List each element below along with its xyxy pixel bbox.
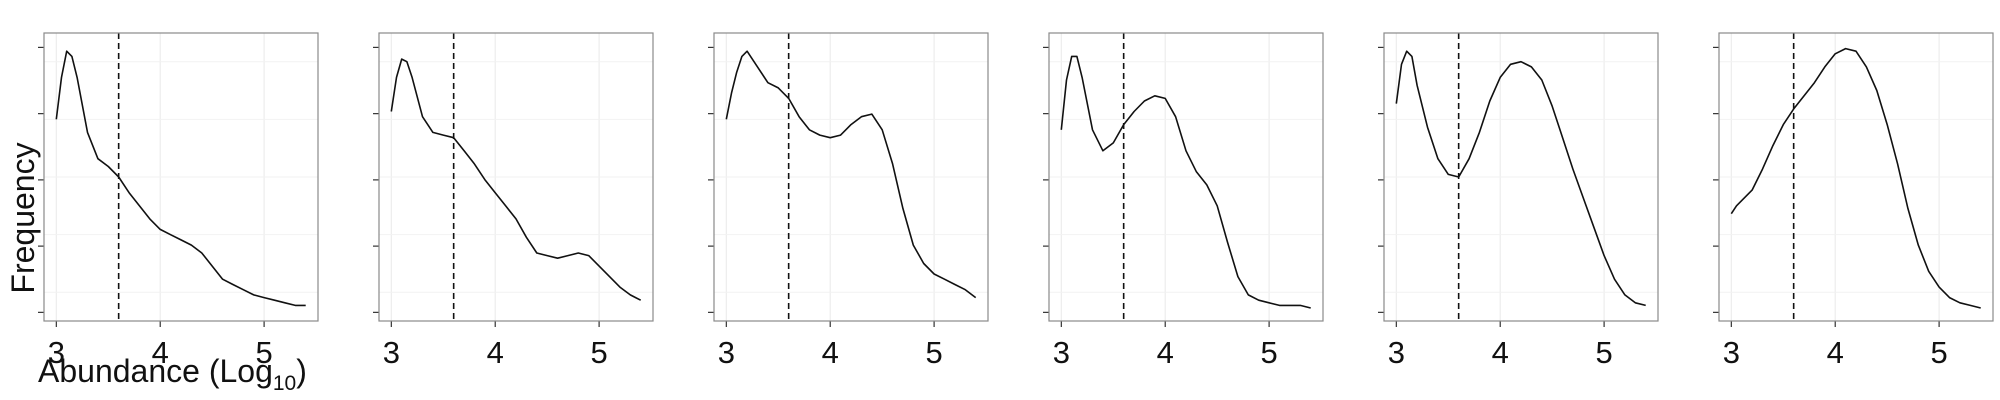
x-tick-label: 3 [48,335,65,370]
density-curve [390,58,642,301]
panel-border [1383,32,1659,322]
x-tick-label: 3 [718,335,735,370]
panels-group: 3 4 5 3 4 5 3 4 5 3 4 5 3 4 5 3 4 5 [38,32,1994,370]
x-tick-label: 5 [1930,335,1947,370]
x-tick-label: 5 [925,335,942,370]
panel-border [1718,32,1994,322]
panel-3: 3 4 5 [708,32,989,370]
density-curve [1395,50,1646,307]
panel-4: 3 4 5 [1043,32,1324,370]
panel-border [1048,32,1324,322]
panel-6: 3 4 5 [1713,32,1994,370]
y-axis-title: Frequency [5,142,41,293]
density-curve [1060,55,1311,309]
x-tick-label: 3 [1053,335,1070,370]
x-tick-label: 4 [1492,335,1509,370]
x-tick-label: 4 [1827,335,1844,370]
x-tick-label: 4 [487,335,504,370]
panel-5: 3 4 5 [1378,32,1659,370]
x-tick-label: 5 [590,335,607,370]
x-tick-label: 4 [152,335,169,370]
panel-2: 3 4 5 [373,32,654,370]
x-tick-label: 5 [1595,335,1612,370]
x-axis-title-main: Abundance (Log [38,353,273,389]
density-curve [55,50,306,307]
density-curve [725,50,977,299]
x-tick-label: 3 [1723,335,1740,370]
x-tick-label: 3 [383,335,400,370]
x-tick-label: 3 [1388,335,1405,370]
x-axis-title-suffix: ) [296,353,307,389]
x-axis-title-subscript: 10 [273,372,296,395]
x-axis-title: Abundance (Log10) [38,353,307,395]
x-tick-label: 4 [822,335,839,370]
panel-border [713,32,989,322]
panel-border [43,32,319,322]
x-tick-label: 5 [1260,335,1277,370]
x-tick-label: 5 [255,335,272,370]
density-curve [1730,47,1981,309]
x-tick-label: 4 [1157,335,1174,370]
panel-1: 3 4 5 [38,32,319,370]
panel-border [378,32,654,322]
